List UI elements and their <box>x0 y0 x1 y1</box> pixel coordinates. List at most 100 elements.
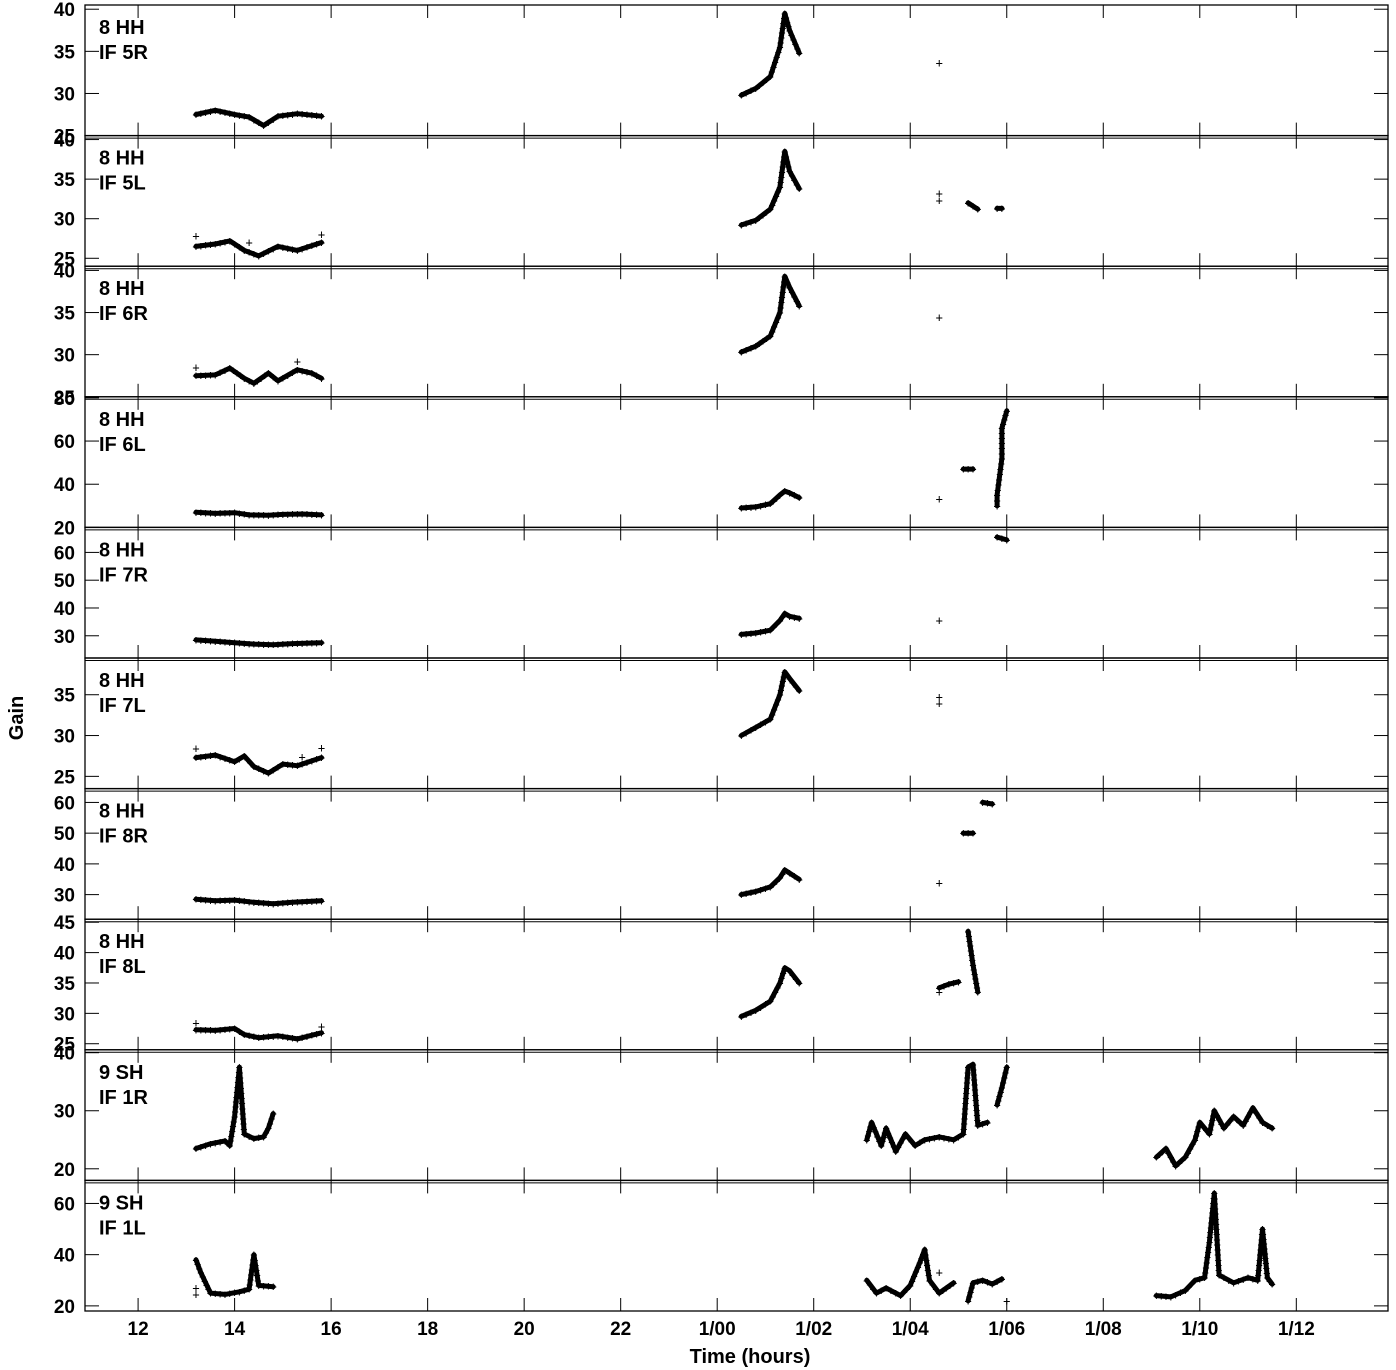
data-point: + <box>881 1126 888 1140</box>
data-point: + <box>202 893 209 907</box>
data-point: + <box>887 1284 894 1298</box>
data-segment: +++++++++++++++++++++++++++ <box>192 103 325 132</box>
data-point: + <box>202 1138 209 1152</box>
data-point: + <box>202 1023 209 1037</box>
data-point: + <box>960 1122 967 1136</box>
data-point: + <box>299 1031 306 1045</box>
data-point: + <box>203 1278 210 1292</box>
data-point: + <box>868 1115 875 1129</box>
data-point: + <box>192 239 199 253</box>
data-point: + <box>996 472 1003 486</box>
panel-label-if: IF 7R <box>99 564 148 586</box>
data-point: + <box>1259 1115 1266 1129</box>
data-point: + <box>772 189 779 203</box>
data-trace <box>193 509 324 518</box>
data-point: + <box>233 1090 240 1104</box>
data-point: + <box>971 1083 978 1097</box>
data-point: + <box>752 720 759 734</box>
data-point: + <box>207 1137 214 1151</box>
y-tick-label: 20 <box>54 1297 75 1318</box>
data-point: + <box>1167 1290 1174 1304</box>
data-point: + <box>763 205 770 219</box>
data-point: + <box>791 290 798 304</box>
data-point: + <box>1213 1232 1220 1246</box>
data-point: + <box>279 507 286 521</box>
data-point: + <box>265 896 272 910</box>
data-segment: +++ <box>979 795 996 811</box>
data-point: + <box>265 638 272 652</box>
data-point: + <box>318 371 325 385</box>
data-point: + <box>212 1023 219 1037</box>
data-point: + <box>997 1085 1004 1099</box>
data-point: + <box>192 633 199 647</box>
data-trace <box>994 1064 1010 1108</box>
data-point: + <box>308 366 315 380</box>
data-point: + <box>882 1121 889 1135</box>
data-point: + <box>205 1282 212 1296</box>
data-point: + <box>197 239 204 253</box>
data-segment: +++ <box>960 462 977 476</box>
data-point: + <box>217 236 224 250</box>
data-point: + <box>960 826 967 840</box>
data-point: + <box>237 1076 244 1090</box>
data-point: + <box>255 508 262 522</box>
panel-label-station: 8 HH <box>99 148 145 170</box>
data-point: + <box>217 894 224 908</box>
data-point: + <box>1211 1104 1218 1118</box>
y-tick-label: 45 <box>54 913 76 934</box>
data-point: + <box>965 1294 972 1308</box>
data-point: + <box>972 971 979 985</box>
data-point: + <box>899 1131 906 1145</box>
data-point: + <box>962 1101 969 1115</box>
data-point: + <box>265 1030 272 1044</box>
data-point: + <box>299 757 306 771</box>
data-point: + <box>221 506 228 520</box>
data-point: + <box>274 1029 281 1043</box>
data-point: + <box>202 238 209 252</box>
data-point: + <box>192 742 199 756</box>
data-point: + <box>788 169 795 183</box>
data-point: + <box>313 237 320 251</box>
y-tick-label: 60 <box>54 543 75 564</box>
data-point: + <box>782 149 789 163</box>
data-point: + <box>759 334 766 348</box>
data-point: + <box>236 108 243 122</box>
data-point: + <box>289 107 296 121</box>
data-point: + <box>1215 1263 1222 1277</box>
data-point: + <box>197 1023 204 1037</box>
data-point: + <box>738 729 745 743</box>
data-point: + <box>1261 1242 1268 1256</box>
data-point: + <box>226 893 233 907</box>
y-tick-label: 40 <box>54 1044 75 1065</box>
data-point: + <box>1001 1070 1008 1084</box>
data-point: + <box>284 758 291 772</box>
data-point: + <box>207 104 214 118</box>
data-point: + <box>790 32 797 46</box>
data-point: + <box>258 371 265 385</box>
data-point: + <box>974 1275 981 1289</box>
data-point: + <box>1212 1212 1219 1226</box>
data-point: + <box>192 1287 199 1301</box>
data-point: + <box>192 1016 199 1030</box>
data-point: + <box>1220 1271 1227 1285</box>
data-point: + <box>1262 1251 1269 1265</box>
data-point: + <box>993 1275 1000 1289</box>
data-point: + <box>974 1113 981 1127</box>
data-point: + <box>971 967 978 981</box>
data-point: + <box>998 1272 1005 1286</box>
data-point: + <box>299 636 306 650</box>
data-point: + <box>1209 1113 1216 1127</box>
data-point: + <box>763 332 770 346</box>
data-point: + <box>260 508 267 522</box>
data-trace <box>864 1119 942 1154</box>
data-point: + <box>1252 1106 1259 1120</box>
data-point: + <box>998 436 1005 450</box>
data-point: + <box>255 762 262 776</box>
x-tick-label: 1/02 <box>795 1319 832 1340</box>
data-point: + <box>936 697 943 711</box>
data-point: + <box>796 299 803 313</box>
y-tick-label: 40 <box>54 261 75 282</box>
data-point: + <box>294 1032 301 1046</box>
data-point: + <box>207 893 214 907</box>
